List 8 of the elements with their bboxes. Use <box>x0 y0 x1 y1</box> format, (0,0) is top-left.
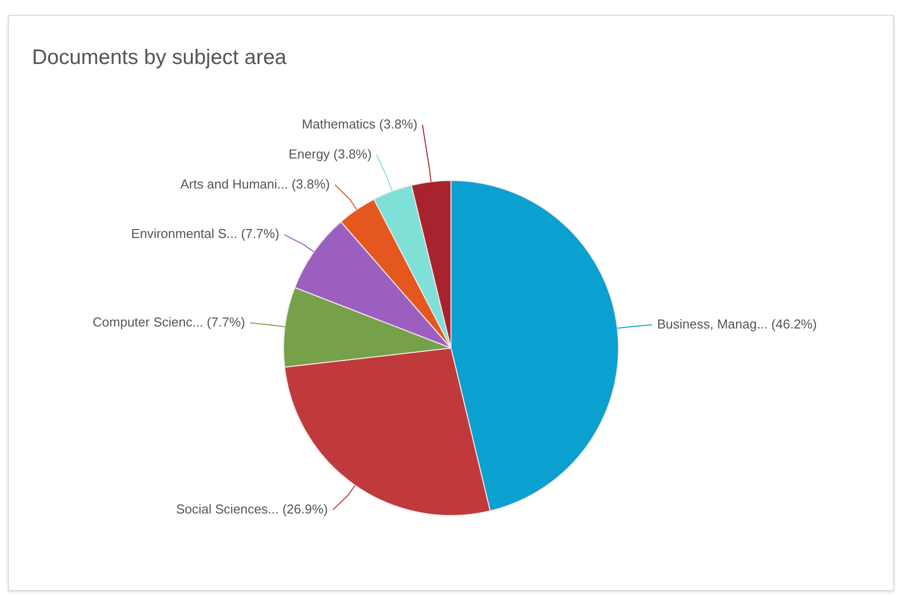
slice-label: Business, Manag... (46.2%) <box>657 316 817 332</box>
slice-label: Arts and Humani... (3.8%) <box>180 176 330 192</box>
slice-label: Social Sciences... (26.9%) <box>176 501 328 516</box>
slice-label: Energy (3.8%) <box>288 146 372 162</box>
slice-label: Computer Scienc... (7.7%) <box>92 314 246 330</box>
slice-label: Environmental S... (7.7%) <box>131 226 280 242</box>
slice-label: Mathematics (3.8%) <box>302 116 418 132</box>
chart-title: Documents by subject area <box>32 46 286 70</box>
